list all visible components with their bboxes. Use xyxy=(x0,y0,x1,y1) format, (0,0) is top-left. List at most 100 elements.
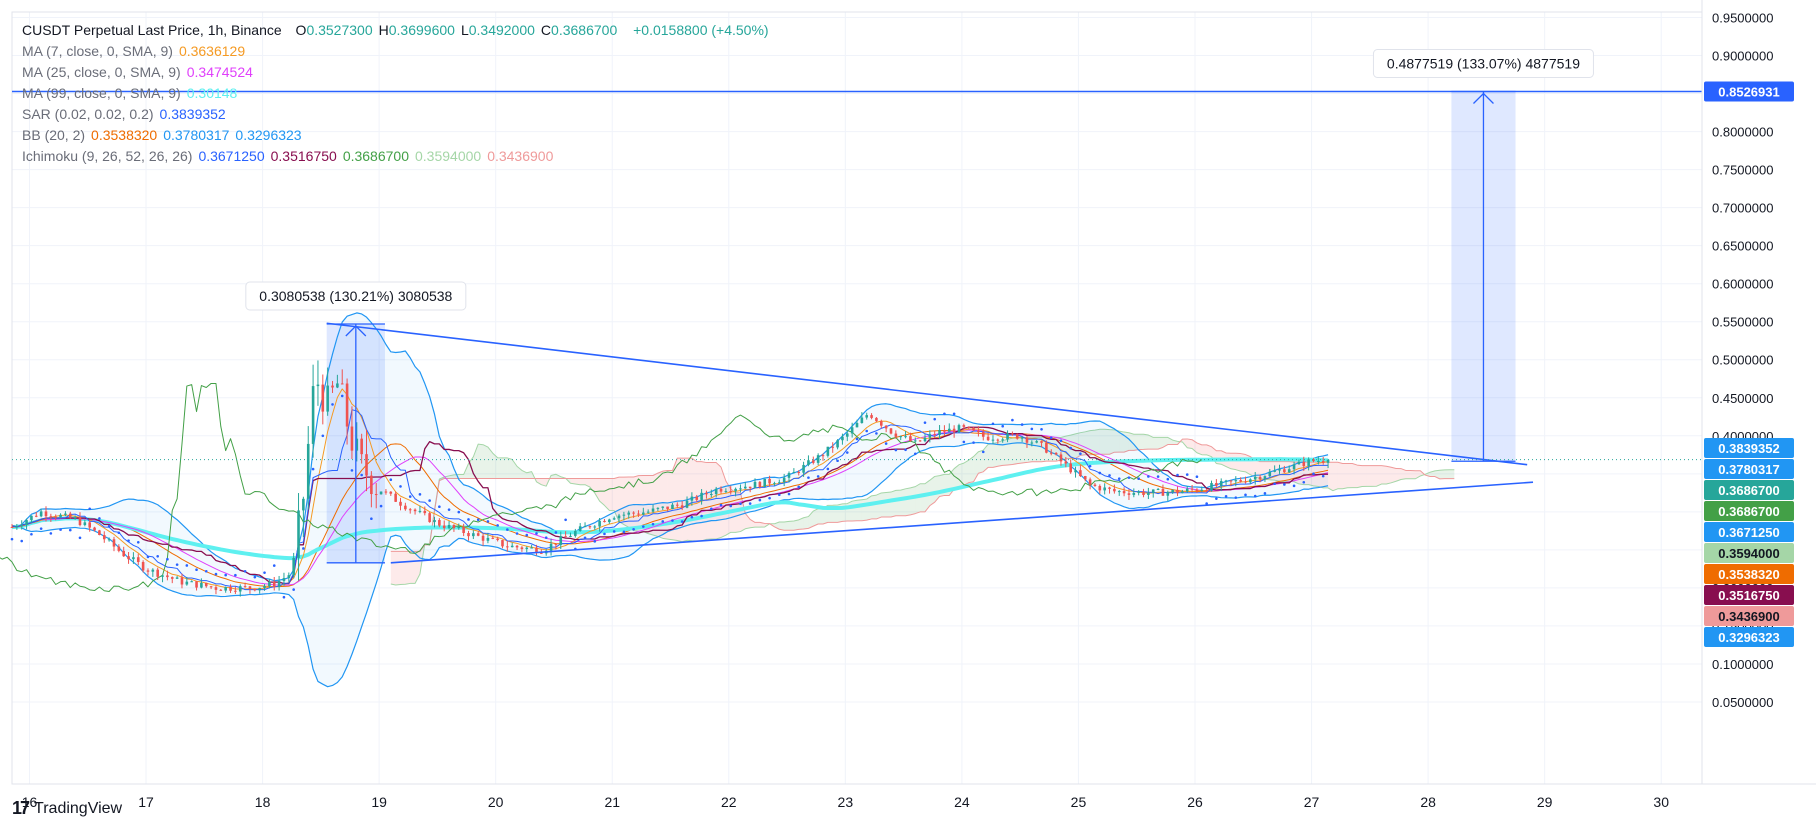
x-tick-label: 30 xyxy=(1653,794,1669,810)
cloud-segment xyxy=(619,477,624,525)
cloud-segment xyxy=(1362,465,1367,487)
sar-dot xyxy=(700,514,703,518)
sar-dot xyxy=(1088,464,1092,468)
price-label-bg xyxy=(1704,81,1794,102)
candle-body xyxy=(578,526,582,531)
cloud-segment xyxy=(1381,465,1387,485)
indicator-row[interactable]: SAR (0.02, 0.02, 0.2) 0.3839352 xyxy=(22,104,769,125)
x-tick-label: 25 xyxy=(1071,794,1087,810)
cloud-segment xyxy=(755,522,760,528)
candle-body xyxy=(88,522,92,528)
sar-dot xyxy=(370,517,373,521)
tradingview-brand[interactable]: 17 TradingView xyxy=(12,798,122,819)
cloud-segment xyxy=(779,521,785,531)
candle-body xyxy=(535,547,538,553)
cloud-segment xyxy=(784,521,790,531)
candle-body xyxy=(59,514,62,518)
price-label-bg xyxy=(1704,606,1794,627)
candle-body xyxy=(1278,469,1281,471)
candle-body xyxy=(316,384,320,387)
candle-body xyxy=(321,384,325,412)
sar-dot xyxy=(1020,423,1024,426)
candle-body xyxy=(365,454,368,476)
cloud-segment xyxy=(1371,465,1377,487)
legend-symbol-row[interactable]: CUSDT Perpetual Last Price, 1h, Binance … xyxy=(22,20,769,41)
candle-body xyxy=(729,491,733,493)
indicator-row[interactable]: Ichimoku (9, 26, 52, 26, 26) 0.3671250 0.3… xyxy=(22,146,769,167)
cloud-segment xyxy=(1337,462,1343,489)
cloud-segment xyxy=(1250,456,1256,477)
indicator-value: 0.3780317 xyxy=(163,127,230,143)
candle-body xyxy=(146,570,150,572)
candle-body xyxy=(49,516,53,518)
candle-body xyxy=(972,427,975,431)
candle-body xyxy=(603,520,606,523)
indicator-row[interactable]: MA (99, close, 0, SMA, 9) 0.30148 xyxy=(22,83,769,104)
candle-body xyxy=(676,504,679,506)
cloud-segment xyxy=(920,483,925,512)
cloud-segment xyxy=(1002,439,1008,466)
sar-dot xyxy=(884,442,888,445)
sar-dot xyxy=(399,485,402,488)
cloud-segment xyxy=(487,447,493,479)
candle-body xyxy=(879,421,883,426)
sar-dot xyxy=(496,524,499,527)
cloud-segment xyxy=(983,444,989,472)
candle-body xyxy=(428,513,431,523)
cloud-segment xyxy=(725,481,731,536)
candle-body xyxy=(1317,461,1320,463)
candle-body xyxy=(1093,484,1097,486)
candle-body xyxy=(1025,437,1029,443)
x-tick-label: 24 xyxy=(954,794,970,810)
sar-dot xyxy=(865,429,869,433)
candle-body xyxy=(845,433,849,437)
cloud-segment xyxy=(798,517,804,530)
candle-body xyxy=(394,493,397,502)
ohlc-h: H0.3699600 xyxy=(378,22,455,38)
candle-body xyxy=(1234,480,1238,482)
cloud-segment xyxy=(857,499,862,521)
candle-body xyxy=(234,590,237,592)
indicator-row[interactable]: MA (7, close, 0, SMA, 9) 0.3636129 xyxy=(22,41,769,62)
sar-dot xyxy=(748,502,752,505)
candle-body xyxy=(54,516,58,518)
candle-body xyxy=(64,513,67,515)
sar-dot xyxy=(593,540,597,543)
indicator-value: 0.3538320 xyxy=(91,127,158,143)
sar-dot xyxy=(777,493,781,497)
sar-dot xyxy=(360,473,363,477)
indicator-row[interactable]: MA (25, close, 0, SMA, 9) 0.3474524 xyxy=(22,62,769,83)
candle-body xyxy=(161,575,164,577)
price-axis-labels: 0.8526931 0.3839352 0.3780317 0.3686700 0.36… xyxy=(1704,81,1794,648)
cloud-segment xyxy=(1012,437,1018,465)
candle-body xyxy=(214,587,218,590)
cloud-segment xyxy=(745,513,751,529)
candle-body xyxy=(1001,439,1004,441)
candle-body xyxy=(734,488,737,492)
candle-body xyxy=(1224,480,1228,482)
candle-body xyxy=(850,427,854,434)
candle-body xyxy=(389,491,393,494)
indicator-row[interactable]: BB (20, 2) 0.3538320 0.3780317 0.3296323 xyxy=(22,125,769,146)
candle-body xyxy=(107,539,111,541)
candle-body xyxy=(656,507,660,509)
cloud-segment xyxy=(604,478,610,511)
candle-body xyxy=(549,543,553,551)
candle-body xyxy=(30,515,33,521)
cloud-segment xyxy=(871,495,877,519)
candle-body xyxy=(957,425,961,433)
sar-dot xyxy=(39,527,43,530)
ohlc-l: L0.3492000 xyxy=(460,22,535,38)
sar-dot xyxy=(933,417,937,421)
x-tick-label: 17 xyxy=(138,794,154,810)
indicator-value: 0.3594000 xyxy=(415,148,482,164)
sar-dot xyxy=(292,588,295,591)
indicator-value: 0.3296323 xyxy=(235,127,302,143)
candle-body xyxy=(39,511,43,517)
candle-body xyxy=(739,488,742,490)
candle-body xyxy=(1040,441,1043,443)
measure-label-text: 0.4877519 (133.07%) 4877519 xyxy=(1387,56,1580,72)
y-tick-label: 0.4500000 xyxy=(1712,391,1773,406)
